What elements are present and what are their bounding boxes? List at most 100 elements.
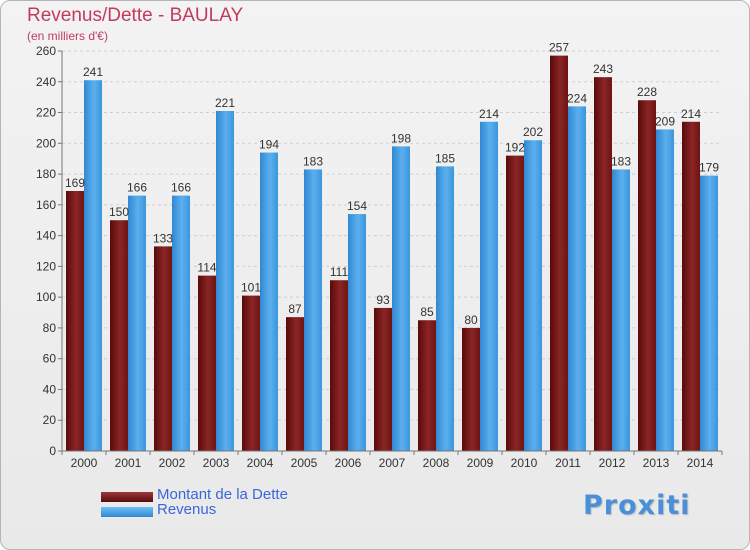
x-tick-label: 2007	[379, 456, 406, 470]
bar-revenus	[304, 169, 322, 451]
data-label-revenus: 198	[391, 131, 411, 145]
y-tick-label: 20	[43, 413, 57, 427]
data-label-revenus: 154	[347, 199, 367, 213]
x-tick-label: 2008	[423, 456, 450, 470]
bar-dette	[198, 275, 216, 451]
bar-dette	[286, 317, 304, 451]
data-label-dette: 214	[681, 107, 701, 121]
bars	[66, 55, 718, 452]
bar-dette	[110, 220, 128, 451]
data-label-dette: 257	[549, 41, 569, 55]
data-label-dette: 150	[109, 205, 129, 219]
data-label-dette: 169	[65, 176, 85, 190]
data-label-dette: 93	[376, 293, 390, 307]
axes: 0 20 40 60 80 100 120 140 160 180 200 220 240 260 2000…	[36, 44, 723, 470]
x-tick-label: 2014	[687, 456, 714, 470]
bar-revenus	[84, 80, 102, 451]
bar-dette	[242, 295, 260, 451]
data-label-dette: 111	[330, 265, 349, 279]
x-tick-label: 2006	[335, 456, 362, 470]
y-tick-label: 160	[36, 198, 56, 212]
data-label-revenus: 194	[259, 138, 279, 152]
data-label-revenus: 202	[523, 125, 543, 139]
legend-label-revenus: Revenus	[157, 501, 217, 518]
bar-revenus	[216, 111, 234, 451]
y-tick-label: 0	[49, 444, 56, 458]
x-tick-label: 2009	[467, 456, 494, 470]
legend-swatch-revenus	[101, 507, 153, 517]
bar-revenus	[612, 169, 630, 451]
bar-dette	[682, 121, 700, 452]
x-tick-label: 2002	[159, 456, 186, 470]
x-tick-label: 2003	[203, 456, 230, 470]
data-label-revenus: 166	[171, 181, 191, 195]
y-tick-label: 60	[43, 352, 57, 366]
y-tick-label: 180	[36, 167, 56, 181]
bar-dette	[506, 155, 524, 451]
x-tick-label: 2013	[643, 456, 670, 470]
x-tick-label: 2005	[291, 456, 318, 470]
bar-revenus	[172, 195, 190, 451]
data-label-revenus: 183	[611, 154, 631, 168]
proxiti-logo: Proxiti	[583, 490, 691, 521]
bar-revenus	[524, 140, 542, 451]
data-label-dette: 101	[241, 281, 261, 295]
bar-dette	[462, 327, 480, 451]
y-tick-label: 200	[36, 136, 56, 150]
y-tick-label: 140	[36, 229, 56, 243]
data-label-dette: 192	[505, 141, 525, 155]
bar-dette	[66, 191, 84, 451]
x-tick-label: 2004	[247, 456, 274, 470]
bar-revenus	[392, 146, 410, 451]
bar-revenus	[656, 129, 674, 451]
legend-swatch-dette	[101, 492, 153, 502]
data-label-revenus: 183	[303, 154, 323, 168]
bar-revenus	[480, 121, 498, 452]
bar-revenus	[436, 166, 454, 451]
bar-revenus	[700, 175, 718, 451]
data-label-dette: 85	[420, 305, 434, 319]
x-tick-label: 2011	[555, 456, 581, 470]
y-tick-label: 40	[43, 382, 57, 396]
legend-label-dette: Montant de la Dette	[157, 486, 288, 503]
data-label-dette: 80	[464, 313, 478, 327]
bar-revenus	[260, 152, 278, 452]
data-label-revenus: 224	[567, 91, 587, 105]
x-tick-label: 2010	[511, 456, 538, 470]
bar-revenus	[128, 195, 146, 451]
bar-revenus	[568, 106, 586, 451]
data-label-dette: 243	[593, 62, 613, 76]
y-tick-label: 260	[36, 44, 56, 58]
data-label-revenus: 241	[83, 65, 103, 79]
bar-dette	[330, 280, 348, 451]
bar-dette	[374, 307, 392, 451]
y-tick-label: 120	[36, 259, 56, 273]
x-tick-label: 2001	[115, 456, 142, 470]
y-tick-label: 80	[43, 321, 57, 335]
x-tick-label: 2012	[599, 456, 626, 470]
bar-revenus	[348, 214, 366, 451]
bar-dette	[154, 246, 172, 451]
data-label-dette: 133	[153, 231, 173, 245]
y-tick-label: 240	[36, 75, 56, 89]
y-tick-label: 100	[36, 290, 56, 304]
data-label-revenus: 221	[215, 96, 235, 110]
data-label-revenus: 166	[127, 181, 147, 195]
y-tick-label: 220	[36, 106, 56, 120]
data-label-dette: 87	[288, 302, 302, 316]
data-label-revenus: 185	[435, 151, 455, 165]
bar-dette	[594, 77, 612, 452]
value-labels: 169 241 150 166 133 166 114 221 101 194 87 183 111 15…	[65, 41, 719, 327]
x-tick-label: 2000	[71, 456, 98, 470]
chart-subtitle: (en milliers d'€)	[27, 29, 108, 43]
bar-dette	[550, 55, 568, 451]
data-label-dette: 228	[637, 85, 657, 99]
data-label-revenus: 209	[655, 114, 675, 128]
data-label-dette: 114	[197, 261, 216, 275]
chart-title: Revenus/Dette - BAULAY	[27, 5, 244, 26]
data-label-revenus: 214	[479, 107, 499, 121]
bar-dette	[638, 100, 656, 451]
data-label-revenus: 179	[699, 161, 719, 175]
